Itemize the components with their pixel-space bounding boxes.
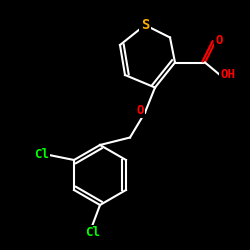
Text: Cl: Cl (34, 148, 49, 162)
Text: S: S (141, 18, 149, 32)
Text: O: O (215, 34, 222, 46)
Text: O: O (136, 104, 144, 117)
Text: OH: OH (220, 68, 235, 82)
Text: Cl: Cl (85, 226, 100, 239)
